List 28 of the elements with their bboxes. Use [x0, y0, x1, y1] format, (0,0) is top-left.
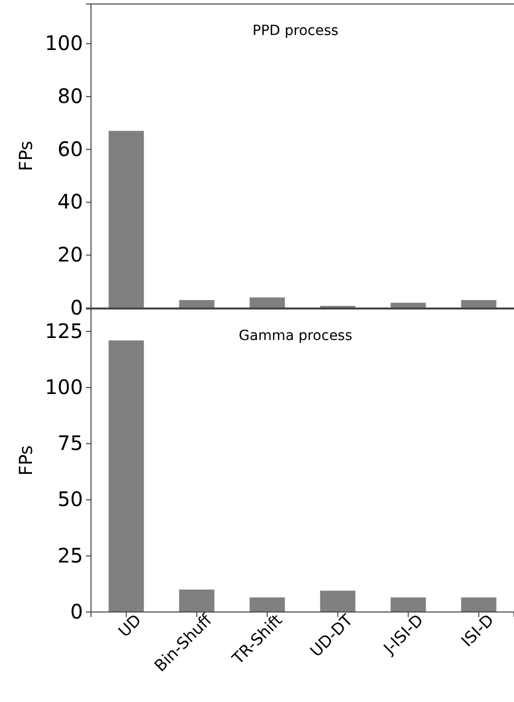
bar — [108, 340, 144, 612]
bar — [250, 597, 285, 612]
y-tick-label: 25 — [58, 543, 83, 568]
text: PPD process — [252, 23, 338, 39]
bar — [179, 590, 214, 612]
y-tick-label: 0 — [70, 295, 83, 320]
y-tick-label: 80 — [58, 84, 83, 108]
y-tick-label: 100 — [44, 374, 83, 399]
bar — [320, 590, 356, 612]
bar — [390, 597, 426, 612]
y-tick-label: 75 — [58, 431, 83, 456]
bar — [461, 597, 496, 612]
bar — [179, 300, 214, 308]
bar — [108, 130, 144, 308]
y-tick-label: 100 — [44, 31, 83, 56]
y-axis-title: FPs — [16, 140, 37, 172]
y-tick-label: 125 — [44, 318, 83, 343]
x-tick-label: UD — [114, 610, 145, 641]
text: Gamma process — [238, 328, 352, 344]
y-axis-title: FPs — [16, 445, 37, 476]
y-tick-label: 40 — [58, 190, 83, 214]
bar — [250, 297, 285, 308]
bar — [461, 300, 496, 308]
y-tick-label: 0 — [70, 599, 83, 624]
y-tick-label: 60 — [58, 136, 83, 161]
y-tick-label: 20 — [58, 242, 83, 267]
bar — [390, 302, 426, 308]
y-tick-label: 50 — [58, 487, 83, 512]
